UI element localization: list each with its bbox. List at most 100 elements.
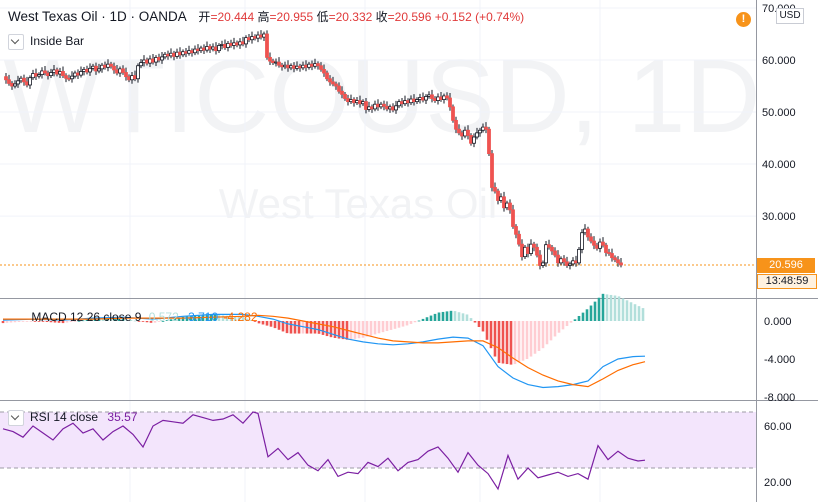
candle-body[interactable]	[616, 259, 620, 264]
candle-body[interactable]	[397, 101, 401, 107]
candle-body[interactable]	[394, 105, 398, 111]
candle-body[interactable]	[283, 64, 287, 68]
candle-body[interactable]	[79, 71, 83, 76]
candle-body[interactable]	[544, 244, 548, 264]
candle-body[interactable]	[157, 57, 161, 61]
candle-body[interactable]	[55, 69, 59, 75]
candle-body[interactable]	[316, 63, 320, 67]
candle-body[interactable]	[70, 75, 74, 80]
candle-body[interactable]	[220, 44, 224, 46]
candle-body[interactable]	[496, 190, 500, 201]
candle-body[interactable]	[370, 106, 374, 110]
candle-body[interactable]	[73, 72, 77, 77]
candle-body[interactable]	[268, 57, 272, 62]
candle-body[interactable]	[328, 78, 332, 83]
candle-body[interactable]	[118, 68, 122, 74]
candle-body[interactable]	[526, 246, 530, 254]
candle-body[interactable]	[436, 96, 440, 101]
candle-body[interactable]	[145, 59, 149, 64]
candle-body[interactable]	[142, 59, 146, 64]
candle-body[interactable]	[589, 236, 593, 242]
candle-body[interactable]	[130, 75, 134, 81]
candle-body[interactable]	[31, 73, 35, 79]
candle-body[interactable]	[166, 53, 170, 57]
candle-body[interactable]	[91, 65, 95, 69]
rsi-axis[interactable]: 60.00 20.00	[764, 421, 792, 489]
candle-body[interactable]	[373, 103, 377, 110]
candle-body[interactable]	[274, 61, 278, 64]
candle-body[interactable]	[535, 246, 539, 256]
candle-body[interactable]	[388, 106, 392, 110]
candle-body[interactable]	[460, 132, 464, 137]
candle-body[interactable]	[10, 83, 14, 87]
candle-body[interactable]	[160, 56, 164, 61]
candle-body[interactable]	[58, 71, 62, 75]
candle-body[interactable]	[559, 258, 563, 264]
candle-body[interactable]	[190, 50, 194, 54]
candle-body[interactable]	[310, 63, 314, 67]
candle-body[interactable]	[211, 46, 215, 50]
candle-body[interactable]	[532, 243, 536, 248]
candle-body[interactable]	[178, 51, 182, 56]
candle-body[interactable]	[502, 196, 506, 209]
candle-body[interactable]	[103, 64, 107, 68]
candle-body[interactable]	[415, 99, 419, 103]
candle-body[interactable]	[121, 68, 125, 73]
candle-body[interactable]	[556, 254, 560, 264]
candle-body[interactable]	[427, 94, 431, 97]
candle-body[interactable]	[610, 253, 614, 259]
candle-body[interactable]	[106, 63, 110, 68]
candle-body[interactable]	[523, 246, 527, 258]
candle-body[interactable]	[454, 119, 458, 130]
candle-body[interactable]	[115, 69, 119, 74]
macd-axis[interactable]: 0.000 -4.000 -8.000	[764, 316, 795, 404]
candle-body[interactable]	[229, 42, 233, 46]
candle-body[interactable]	[529, 243, 533, 254]
candle-body[interactable]	[25, 81, 29, 86]
candle-body[interactable]	[175, 51, 179, 57]
candle-body[interactable]	[403, 100, 407, 105]
inside-bar-indicator[interactable]: Inside Bar	[8, 34, 84, 50]
candle-body[interactable]	[202, 47, 206, 51]
candle-body[interactable]	[580, 232, 584, 250]
candle-body[interactable]	[400, 101, 404, 105]
candlestick-series[interactable]	[4, 30, 623, 270]
currency-button[interactable]: USD	[776, 8, 804, 24]
candle-body[interactable]	[385, 105, 389, 110]
candle-body[interactable]	[448, 97, 452, 108]
candle-body[interactable]	[124, 72, 128, 78]
candle-body[interactable]	[562, 258, 566, 263]
candle-body[interactable]	[382, 103, 386, 107]
candle-body[interactable]	[358, 100, 362, 105]
candle-body[interactable]	[307, 63, 311, 68]
candle-body[interactable]	[154, 57, 158, 63]
candle-body[interactable]	[595, 244, 599, 249]
candle-body[interactable]	[364, 101, 368, 110]
candle-body[interactable]	[331, 81, 335, 85]
candle-body[interactable]	[481, 126, 485, 131]
candle-body[interactable]	[172, 52, 176, 57]
candle-body[interactable]	[301, 64, 305, 69]
candle-body[interactable]	[379, 103, 383, 108]
candle-body[interactable]	[247, 37, 251, 41]
candle-body[interactable]	[355, 100, 359, 104]
candle-body[interactable]	[352, 99, 356, 104]
candle-body[interactable]	[511, 209, 515, 227]
candle-body[interactable]	[277, 61, 281, 66]
candle-body[interactable]	[325, 72, 329, 80]
candle-body[interactable]	[604, 244, 608, 253]
candle-body[interactable]	[619, 262, 623, 266]
candle-body[interactable]	[439, 96, 443, 100]
candle-body[interactable]	[289, 65, 293, 69]
candle-body[interactable]	[196, 48, 200, 52]
candle-body[interactable]	[412, 98, 416, 103]
candle-body[interactable]	[52, 69, 56, 73]
candle-body[interactable]	[391, 106, 395, 111]
candle-body[interactable]	[64, 75, 68, 79]
candle-body[interactable]	[349, 99, 353, 103]
candle-body[interactable]	[493, 187, 497, 192]
candle-body[interactable]	[187, 50, 191, 54]
candle-body[interactable]	[238, 41, 242, 46]
candle-body[interactable]	[280, 64, 284, 68]
